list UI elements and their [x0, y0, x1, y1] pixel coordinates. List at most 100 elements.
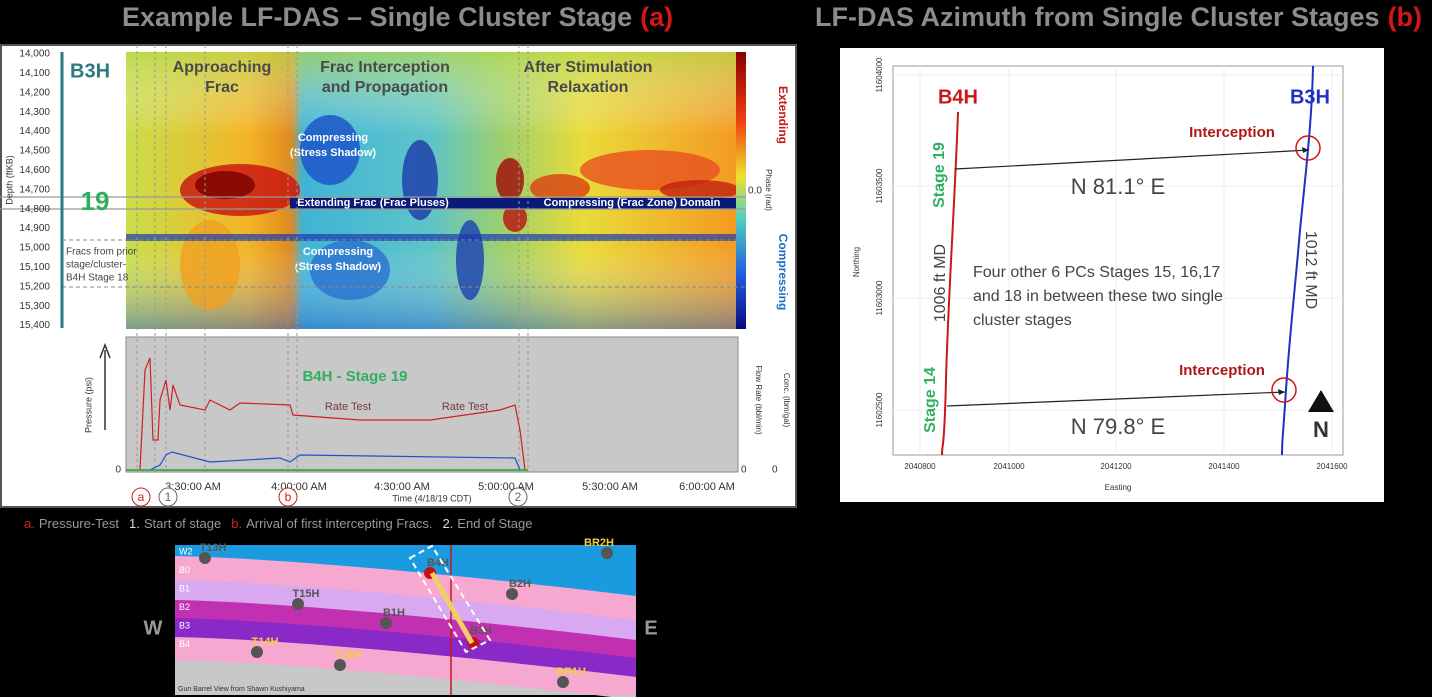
well-dot: [506, 588, 518, 600]
colorbar-label: Extending: [776, 86, 790, 144]
shadow-band: [126, 234, 736, 241]
lateral-box: [408, 544, 492, 654]
axis-label: Flow Rate (bbl/min): [754, 365, 763, 435]
interception-circle: [1271, 377, 1297, 403]
phase-label: Frac Interception: [320, 59, 450, 76]
y-tick-label: 11603500: [875, 168, 884, 204]
annotation: (Stress Shadow): [290, 147, 377, 159]
time-tick-label: 3:30:00 AM: [165, 481, 221, 493]
depth-tick-label: 15,300: [19, 301, 50, 312]
legend-text: Pressure-Test: [39, 516, 120, 531]
title-tag: (b): [1388, 2, 1422, 32]
annotation: (Stress Shadow): [295, 261, 382, 273]
axis-label: Time (4/18/19 CDT): [392, 493, 471, 503]
layer-label: B0: [179, 565, 190, 575]
event-marker-label: b: [285, 490, 292, 504]
x-tick-label: 2040800: [904, 462, 936, 471]
event-legend: a. Pressure-Test 1. Start of stage b. Arrival…: [24, 516, 532, 531]
well-label: B2H: [509, 578, 531, 590]
chart-title: B4H - Stage 19: [302, 368, 407, 385]
event-marker: [158, 487, 178, 507]
annotation: Rate Test: [325, 401, 371, 413]
well-label: BR1H: [556, 666, 586, 678]
event-marker-label: 2: [515, 490, 522, 504]
depth-tick-label: 15,100: [19, 262, 50, 273]
time-tick-label: 4:30:00 AM: [374, 481, 430, 493]
arrow-head: [1302, 147, 1309, 153]
well-label: T16H: [335, 649, 362, 661]
north-label: N: [1313, 417, 1329, 442]
annotation: Extending Frac (Frac Pluses): [297, 197, 449, 209]
axis-label: Northing: [852, 247, 861, 277]
interception-label: Interception: [1179, 362, 1265, 379]
well-label: BR2H: [584, 537, 614, 549]
phase-label: Approaching: [173, 59, 272, 76]
depth-tick-label: 14,800: [19, 204, 50, 215]
layer-label: B3: [179, 620, 190, 630]
legend-text: Start of stage: [144, 516, 221, 531]
depth-tick-label: 14,500: [19, 146, 50, 157]
tick-label: 0: [772, 465, 778, 476]
x-tick-label: 2041200: [1100, 462, 1132, 471]
well-dot: [292, 598, 304, 610]
title-text: Example LF-DAS – Single Cluster Stage: [122, 2, 632, 32]
depth-tick-label: 14,900: [19, 223, 50, 234]
title-text: LF-DAS Azimuth from Single Cluster Stage…: [815, 2, 1380, 32]
axis-label: Depth (ftKB): [4, 155, 14, 205]
colorbar: [736, 52, 746, 329]
pump-plot: [125, 336, 739, 473]
well-dot: [334, 659, 346, 671]
heatmap-blob: [310, 240, 390, 300]
x-tick-label: 2041000: [993, 462, 1025, 471]
y-tick-label: 11604000: [875, 57, 884, 93]
depth-tick-label: 14,000: [19, 49, 50, 60]
y-tick-label: 11602500: [875, 392, 884, 428]
panel-title: LF-DAS Azimuth from Single Cluster Stage…: [815, 2, 1422, 32]
well-dot: [557, 676, 569, 688]
heatmap-blob: [456, 220, 484, 300]
well-label: B4H: [427, 557, 449, 569]
north-arrow: [1308, 390, 1334, 412]
heatmap-blob: [503, 204, 527, 232]
rate-line: [149, 451, 521, 471]
event-marker-label: a: [138, 490, 145, 504]
legend-key: b.: [231, 516, 242, 531]
interception-circle: [1295, 135, 1321, 161]
annotation: Compressing: [303, 246, 373, 258]
phase-label: After Stimulation: [524, 59, 653, 76]
interception-label: Interception: [1189, 124, 1275, 141]
layer-band: [175, 660, 636, 697]
depth-tick-label: 14,200: [19, 87, 50, 98]
layer-label: W2: [179, 546, 193, 556]
well-label: B3H: [1290, 86, 1330, 108]
y-tick-label: 11603000: [875, 280, 884, 316]
x-tick-label: 2041400: [1208, 462, 1240, 471]
well-dot: [251, 646, 263, 658]
axis-arrow: [99, 342, 111, 430]
stage-label: Stage 19: [931, 142, 948, 208]
layer-label: B1: [179, 583, 190, 593]
direction-label: E: [644, 617, 657, 639]
well-dot: [601, 547, 613, 559]
length-label: 1006 ft MD: [932, 244, 949, 322]
axis-label: Conc. (lbm/gal): [782, 373, 791, 428]
depth-tick-label: 14,400: [19, 126, 50, 137]
stage-label: 19: [81, 186, 110, 216]
well-label: B3H: [470, 625, 492, 637]
time-tick-label: 5:30:00 AM: [582, 481, 638, 493]
axis-label: Pressure (psi): [83, 377, 93, 433]
panel-title: Example LF-DAS – Single Cluster Stage (a): [122, 2, 673, 32]
tick-label: 0: [115, 465, 121, 476]
heatmap-blob: [496, 158, 524, 202]
note: Four other 6 PCs Stages 15, 16,17: [973, 264, 1220, 281]
well-dot: [199, 552, 211, 564]
depth-tick-label: 15,400: [19, 320, 50, 331]
heatmap-blob: [180, 220, 240, 310]
legend-text: End of Stage: [457, 516, 532, 531]
well-label: T15H: [293, 588, 320, 600]
depth-tick-label: 14,300: [19, 107, 50, 118]
layer-label: B2: [179, 602, 190, 612]
map-plot: [892, 65, 1344, 456]
legend-text: Arrival of first intercepting Fracs.: [246, 516, 432, 531]
